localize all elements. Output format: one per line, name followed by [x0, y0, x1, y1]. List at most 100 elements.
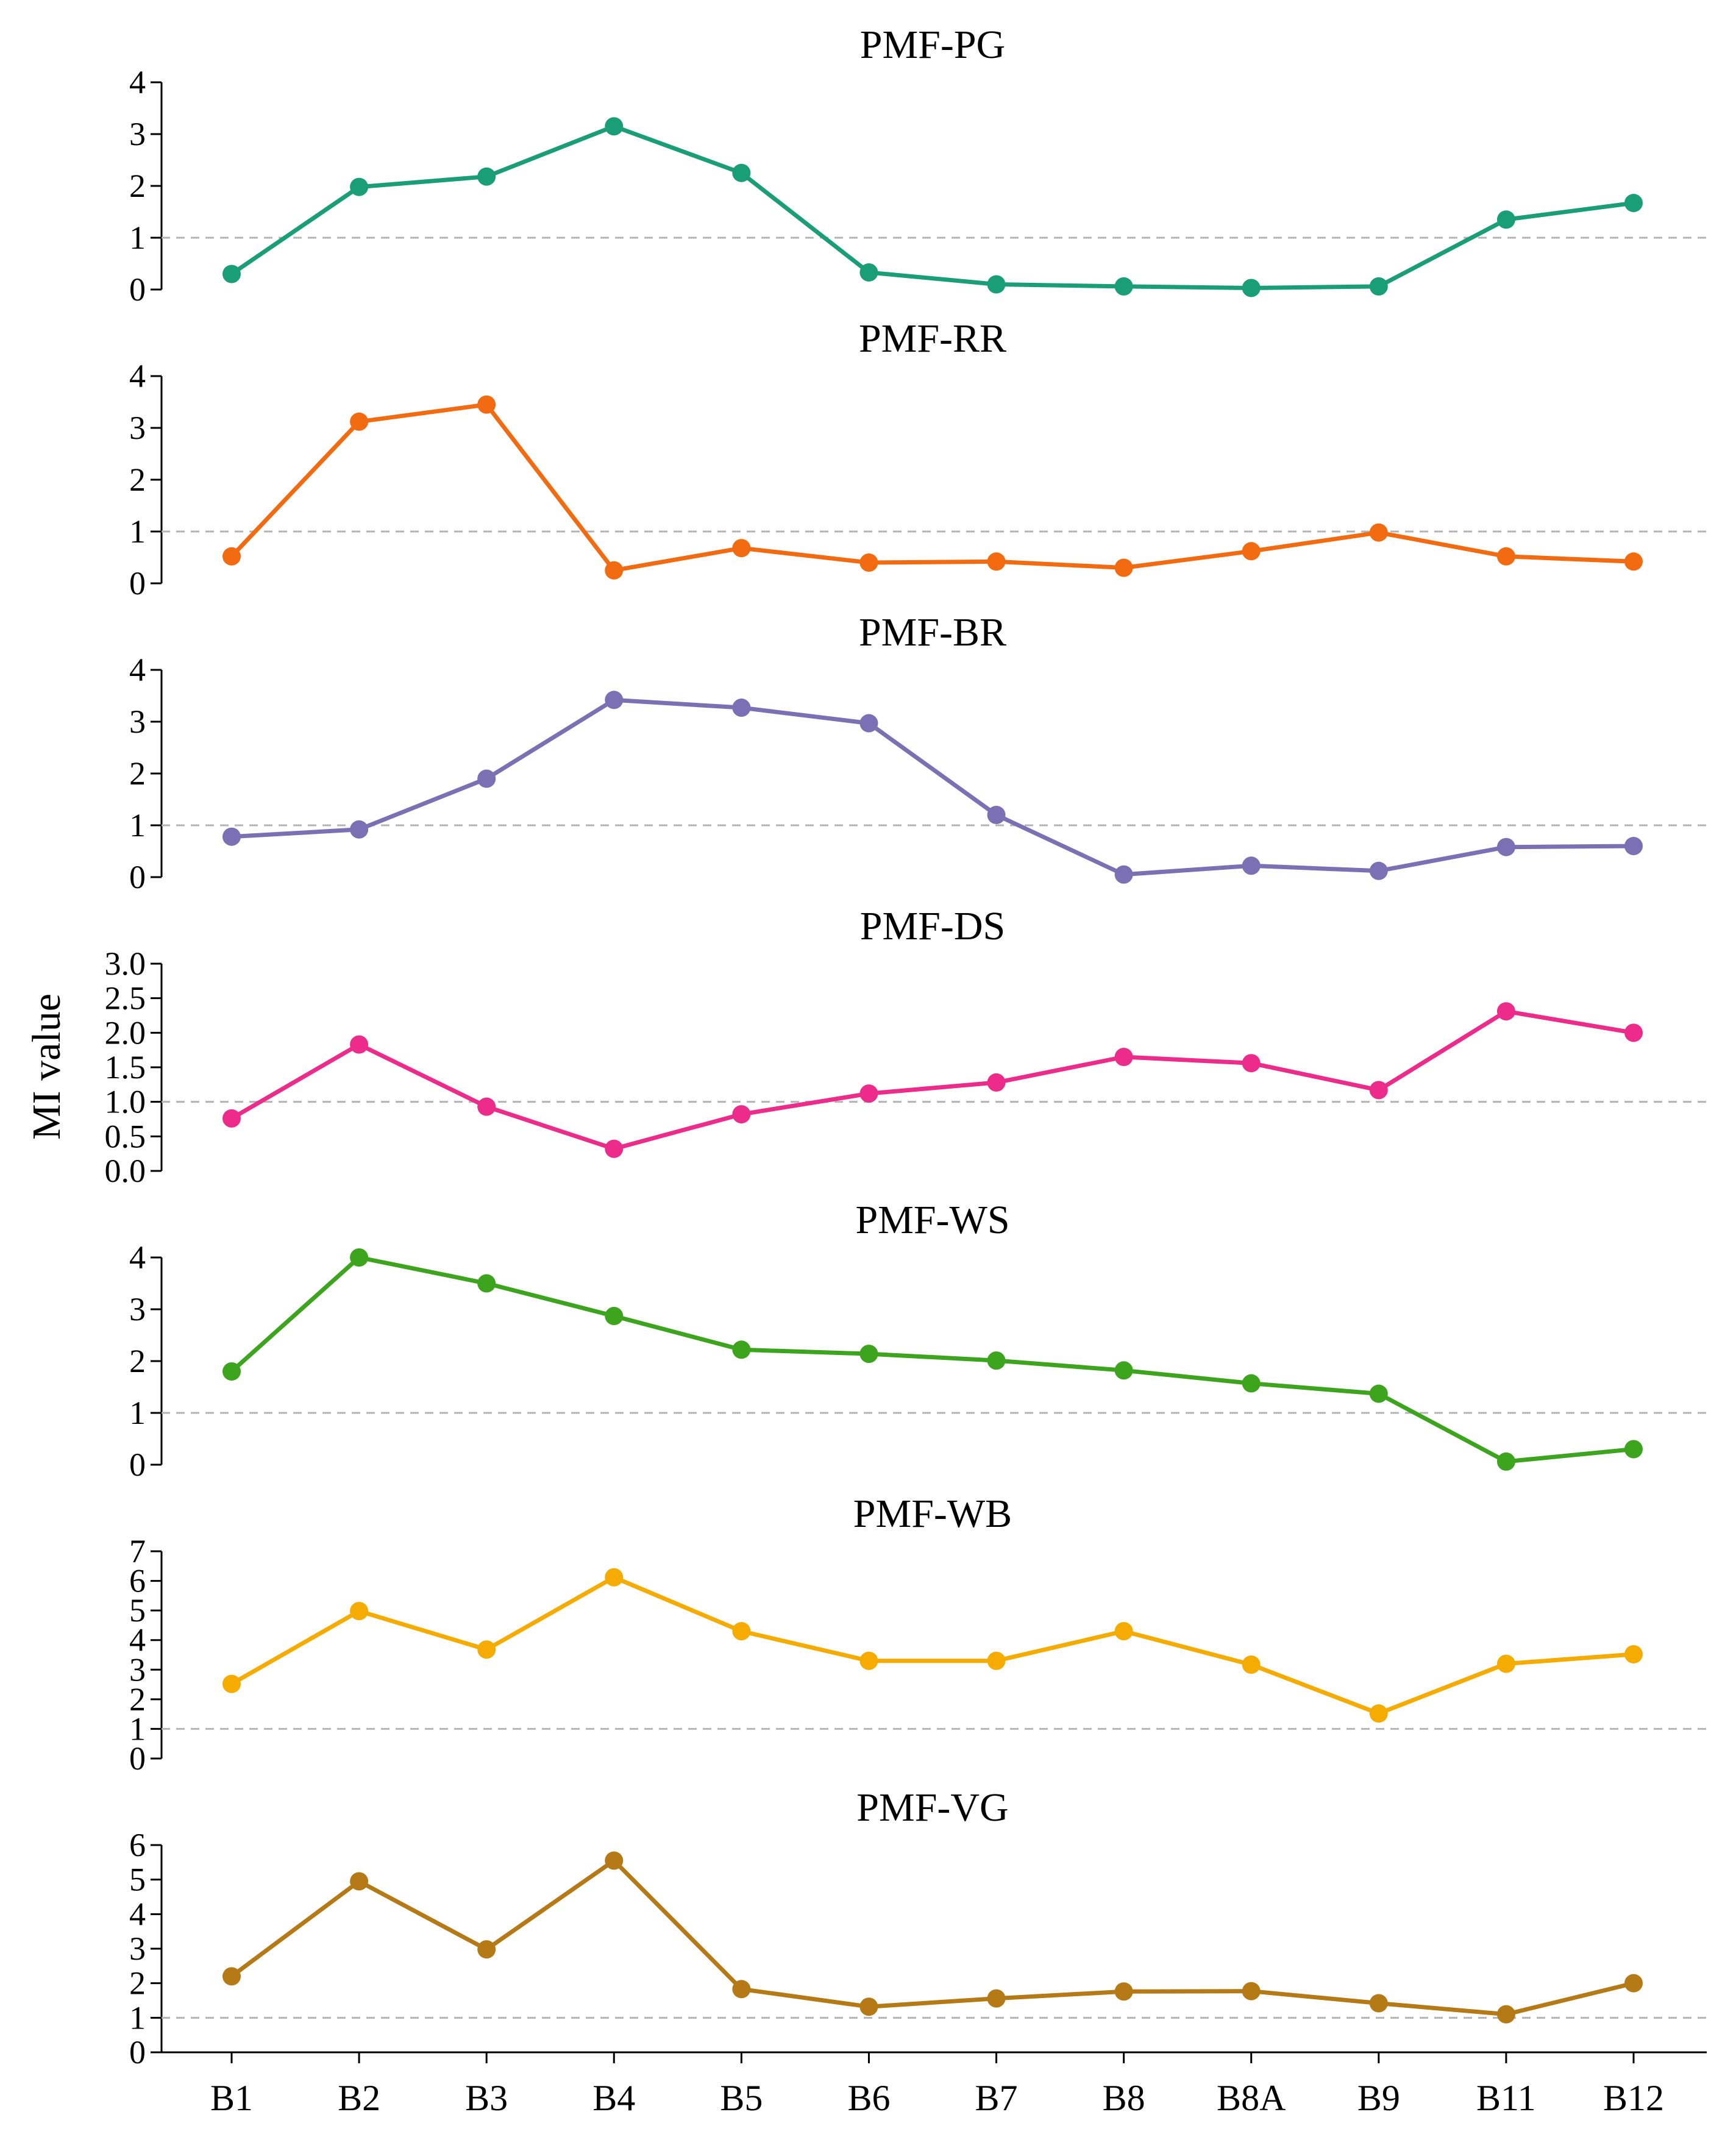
- y-tick-label: 1: [129, 1999, 146, 2036]
- data-point-b1: [222, 827, 241, 846]
- data-point-b9: [1369, 1994, 1388, 2013]
- y-tick-label: 5: [129, 1592, 146, 1629]
- data-point-b1: [222, 1967, 241, 1986]
- y-tick-label: 0: [129, 1446, 146, 1483]
- series-line: [229, 1009, 1636, 1151]
- data-point-b2: [350, 820, 369, 839]
- data-point-b2: [350, 1602, 369, 1621]
- data-point-b5: [732, 1980, 751, 1999]
- data-point-b11: [1496, 1654, 1515, 1673]
- series-line: [229, 1858, 1636, 2017]
- data-point-b9: [1369, 277, 1388, 296]
- data-point-b9: [1369, 1081, 1388, 1100]
- y-tick-label: 0: [129, 859, 146, 895]
- data-point-b7: [987, 1351, 1006, 1370]
- y-tick-label: 2.0: [105, 1014, 146, 1051]
- data-point-b5: [732, 1622, 751, 1641]
- data-point-b6: [859, 1084, 878, 1103]
- panel-pmf-ws: PMF-WS 0 1 2 3 4: [129, 1198, 1707, 1483]
- data-point-b5: [732, 163, 751, 182]
- data-point-b9: [1369, 1384, 1388, 1403]
- x-tick-label: B3: [465, 2078, 508, 2118]
- data-point-b7: [987, 552, 1006, 571]
- data-point-b6: [859, 1997, 878, 2016]
- data-point-b11: [1496, 1452, 1515, 1471]
- data-point-b9: [1369, 1704, 1388, 1723]
- x-tick-label: B8A: [1217, 2078, 1286, 2118]
- data-point-b8a: [1242, 1982, 1261, 2000]
- y-tick-label: 2.5: [105, 980, 146, 1017]
- x-tick-label: B9: [1357, 2078, 1400, 2118]
- y-tick-label: 3: [129, 116, 146, 152]
- data-point-b7: [987, 1989, 1006, 2008]
- data-point-b8: [1114, 865, 1133, 884]
- series-line: [229, 1255, 1636, 1464]
- panel-pmf-pg: PMF-PG 0 1 2 3 4: [129, 23, 1707, 308]
- data-point-b8a: [1242, 1054, 1261, 1073]
- data-point-b12: [1624, 1440, 1643, 1459]
- y-tick-label: 6: [129, 1563, 146, 1599]
- y-tick-label: 1.0: [105, 1084, 146, 1120]
- y-tick-label: 2: [129, 168, 146, 204]
- y-tick-label: 2: [129, 1681, 146, 1718]
- series-line: [229, 1575, 1636, 1716]
- data-point-b7: [987, 1073, 1006, 1092]
- data-point-b5: [732, 1340, 751, 1359]
- data-point-b8: [1114, 277, 1133, 296]
- panel-title: PMF-WS: [855, 1198, 1009, 1242]
- data-point-b11: [1496, 547, 1515, 566]
- panel-pmf-ds: PMF-DS 0.00.51.01.52.02.53.0: [105, 904, 1707, 1189]
- data-point-b2: [350, 177, 369, 196]
- y-tick-label: 2: [129, 461, 146, 498]
- y-tick-label: 1: [129, 1710, 146, 1747]
- x-tick-label: B5: [720, 2078, 763, 2118]
- data-point-b2: [350, 1248, 369, 1267]
- y-tick-label: 1: [129, 513, 146, 550]
- panel-title: PMF-VG: [856, 1785, 1008, 1830]
- data-point-b8a: [1242, 1655, 1261, 1674]
- data-point-b8: [1114, 558, 1133, 577]
- data-point-b1: [222, 1109, 241, 1128]
- data-point-b8: [1114, 1982, 1133, 2001]
- data-point-b12: [1624, 552, 1643, 571]
- data-point-b8: [1114, 1622, 1133, 1641]
- data-point-b7: [987, 275, 1006, 294]
- data-point-b12: [1624, 1023, 1643, 1042]
- y-tick-label: 0.5: [105, 1118, 146, 1154]
- panels-layer: PMF-PG01234PMF-RR01234PMF-BR01234PMF-DS0…: [105, 23, 1707, 2071]
- y-tick-label: 0: [129, 565, 146, 602]
- x-tick-label: B7: [975, 2078, 1018, 2118]
- x-tick-label: B6: [847, 2078, 890, 2118]
- data-point-b11: [1496, 838, 1515, 856]
- y-tick-label: 0: [129, 1740, 146, 1777]
- x-tick-label: B11: [1476, 2078, 1536, 2118]
- panel-title: PMF-DS: [860, 904, 1005, 948]
- data-point-b2: [350, 412, 369, 431]
- data-point-b3: [477, 395, 496, 414]
- y-tick-label: 7: [129, 1533, 146, 1570]
- y-tick-label: 1.5: [105, 1049, 146, 1086]
- data-point-b3: [477, 1940, 496, 1959]
- data-point-b6: [859, 263, 878, 282]
- data-point-b8a: [1242, 856, 1261, 875]
- data-point-b7: [987, 806, 1006, 824]
- y-tick-label: 3.0: [105, 945, 146, 982]
- y-tick-label: 3: [129, 410, 146, 446]
- x-axis: B1 B2 B3 B4 B5 B6 B7 B8 B8A B9 B11 B12: [162, 2051, 1707, 2118]
- data-point-b3: [477, 1097, 496, 1116]
- data-point-b2: [350, 1872, 369, 1891]
- y-tick-label: 3: [129, 1651, 146, 1688]
- data-point-b8a: [1242, 1374, 1261, 1393]
- data-point-b12: [1624, 1645, 1643, 1664]
- data-point-b1: [222, 265, 241, 283]
- data-point-b5: [732, 539, 751, 558]
- y-tick-label: 1: [129, 1395, 146, 1431]
- data-point-b2: [350, 1035, 369, 1054]
- data-point-b3: [477, 769, 496, 788]
- panel-title: PMF-PG: [860, 23, 1005, 67]
- data-point-b4: [605, 1851, 624, 1870]
- y-tick-label: 0: [129, 271, 146, 308]
- y-tick-label: 1: [129, 807, 146, 844]
- data-point-b1: [222, 1362, 241, 1381]
